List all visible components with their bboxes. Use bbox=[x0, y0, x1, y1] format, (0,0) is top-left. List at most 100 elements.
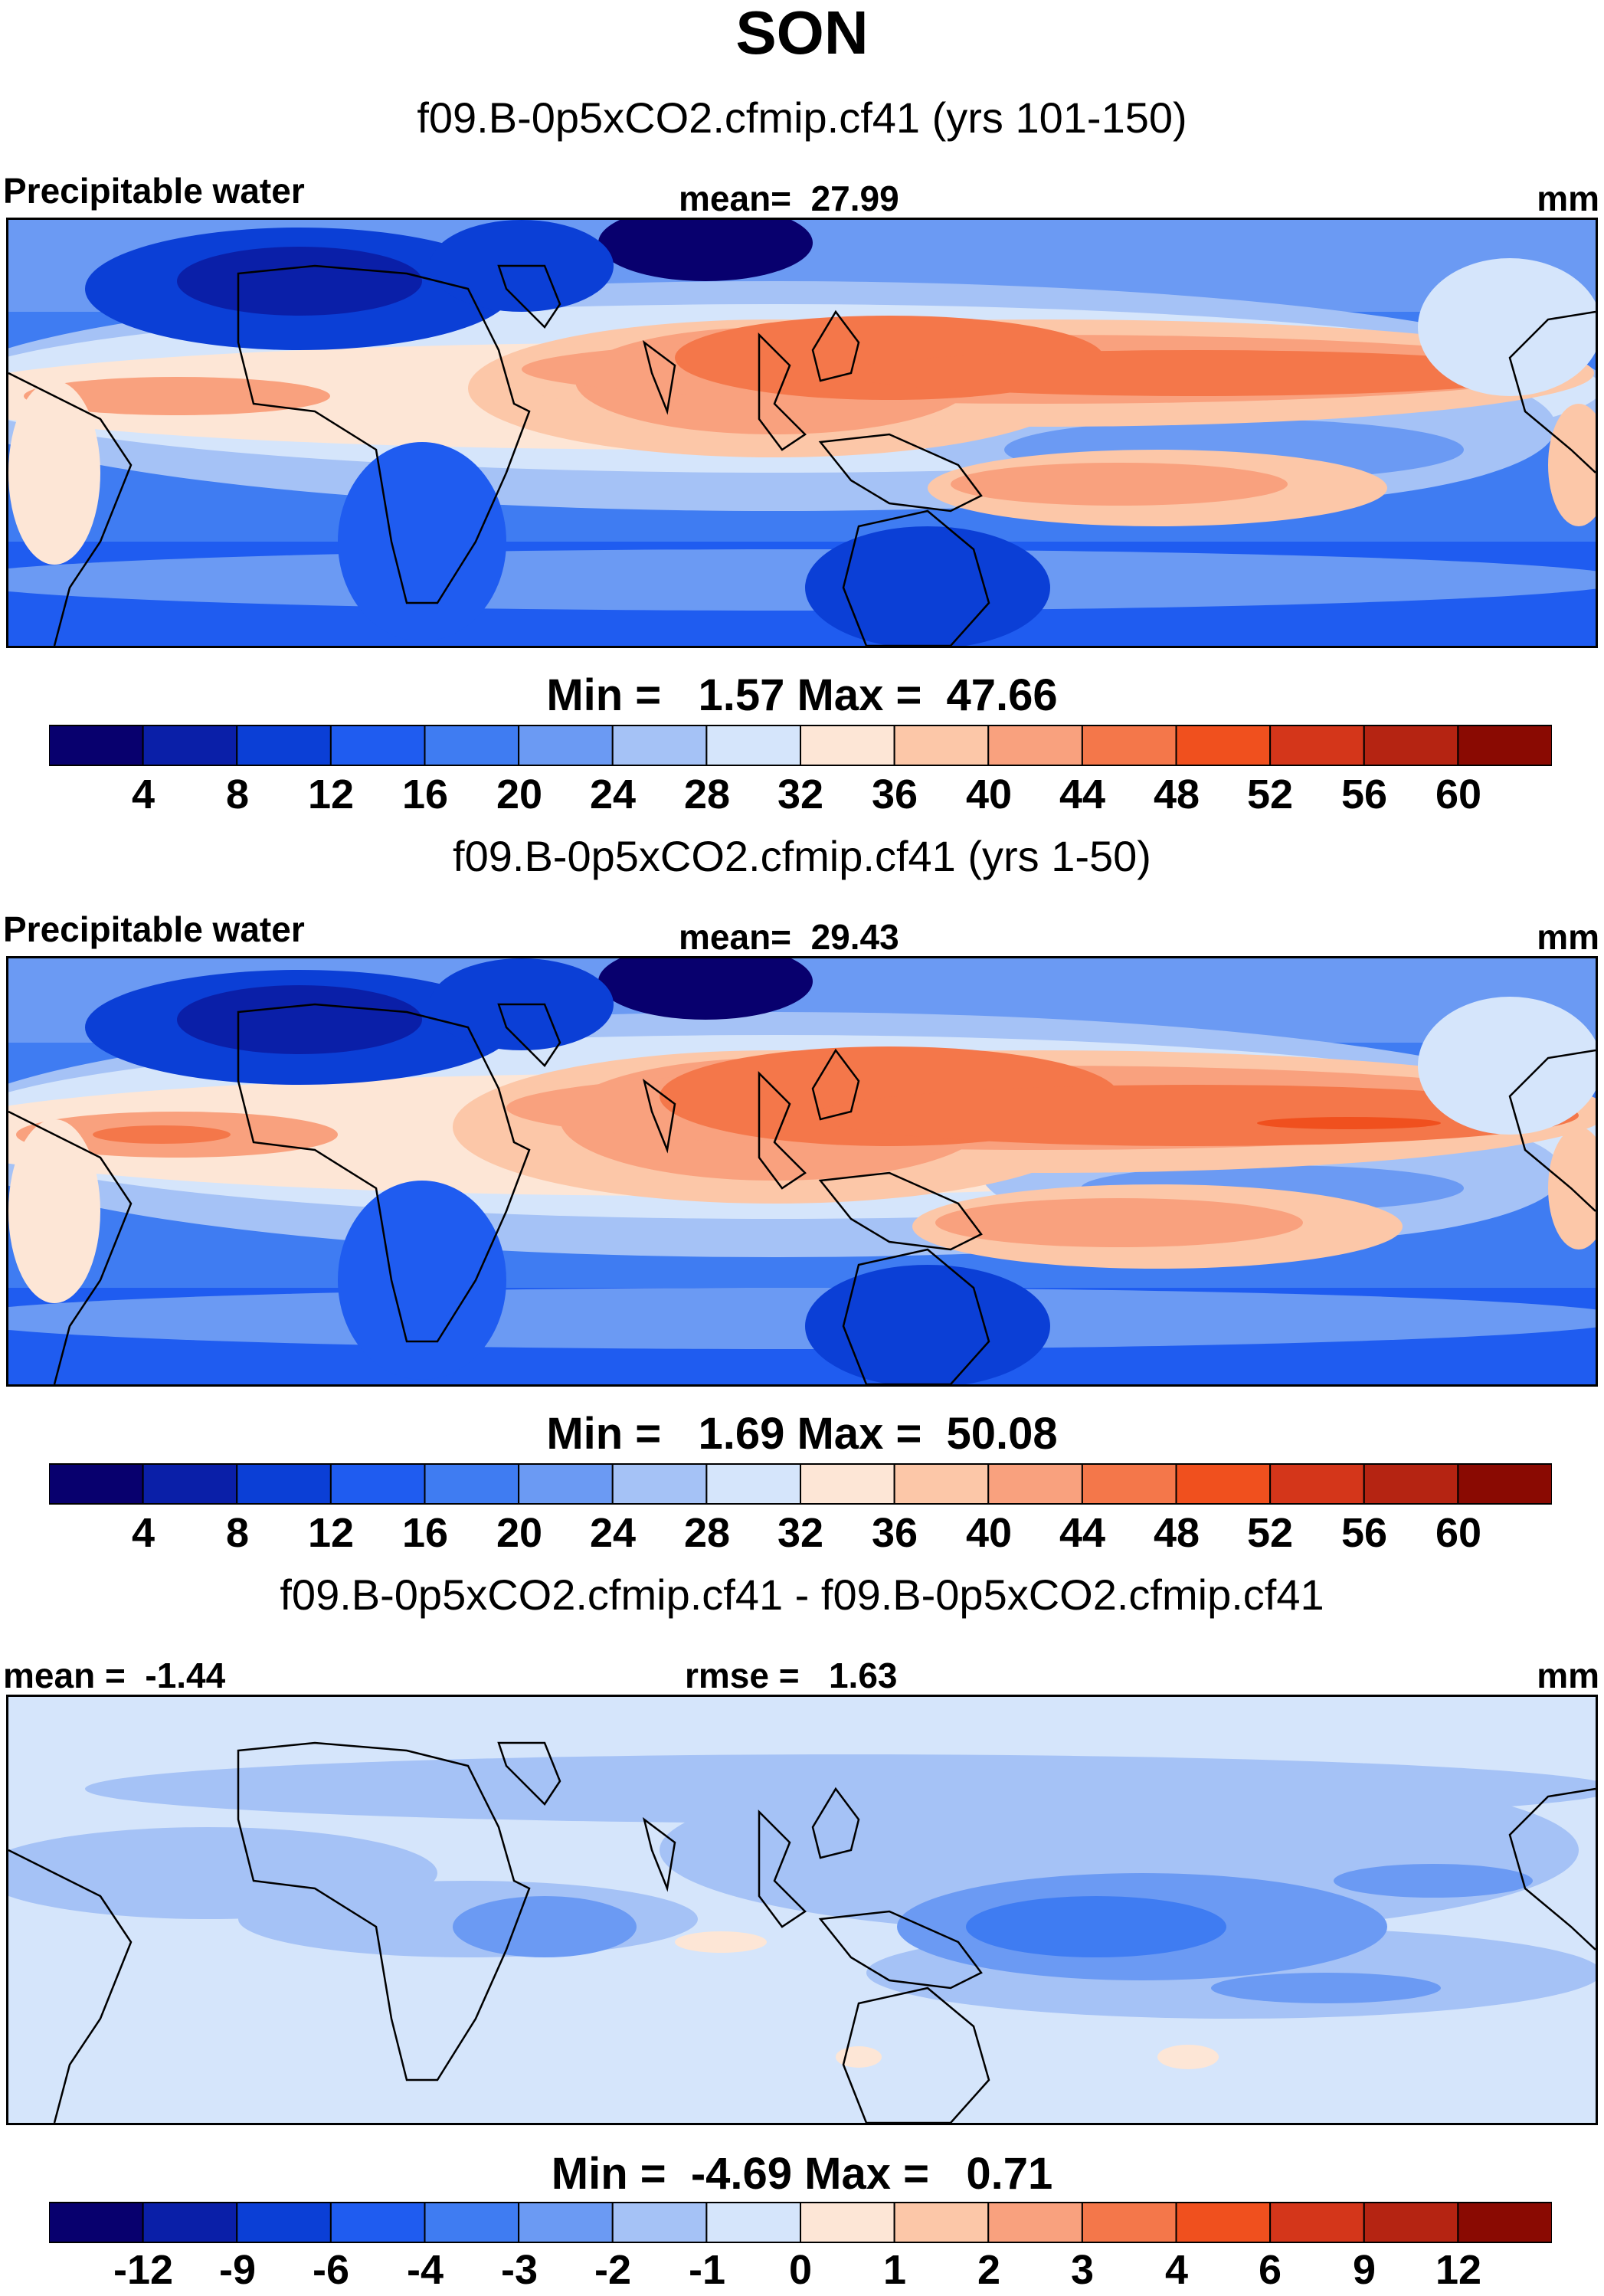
panel3-tick: -9 bbox=[218, 2247, 256, 2293]
panel1-tick: 4 bbox=[131, 771, 155, 817]
colorbar-swatch bbox=[1363, 1463, 1459, 1505]
panel2-minmax: Min = 1.69 Max = 50.08 bbox=[546, 1409, 1058, 1459]
colorbar-swatch bbox=[1175, 2202, 1272, 2243]
panel1-tick: 28 bbox=[683, 771, 731, 817]
panel2-mean-label: mean= 29.43 bbox=[679, 917, 899, 957]
colorbar-swatch bbox=[236, 725, 332, 766]
colorbar-swatch bbox=[1269, 725, 1365, 766]
panel2-tick: 52 bbox=[1246, 1510, 1294, 1556]
panel3-map-field bbox=[8, 1697, 1596, 2123]
panel3-colorbar bbox=[49, 2202, 1552, 2243]
colorbar-swatch bbox=[424, 2202, 520, 2243]
panel3-colorbar-swatches bbox=[49, 2202, 1552, 2243]
panel2-tick: 28 bbox=[683, 1510, 731, 1556]
colorbar-swatch bbox=[611, 2202, 708, 2243]
panel2-tick: 56 bbox=[1340, 1510, 1388, 1556]
colorbar-swatch bbox=[49, 2202, 144, 2243]
colorbar-swatch bbox=[142, 1463, 238, 1505]
panel2-tick: 40 bbox=[965, 1510, 1013, 1556]
panel2-colorbar bbox=[49, 1463, 1552, 1505]
panel3-map bbox=[6, 1695, 1598, 2125]
panel2-tick: 32 bbox=[777, 1510, 824, 1556]
panel3-tick: -4 bbox=[406, 2247, 444, 2293]
panel2-tick: 8 bbox=[225, 1510, 250, 1556]
colorbar-swatch bbox=[236, 2202, 332, 2243]
colorbar-swatch bbox=[1457, 2202, 1552, 2243]
colorbar-swatch bbox=[1457, 725, 1552, 766]
panel1-tick: 56 bbox=[1340, 771, 1388, 817]
colorbar-swatch bbox=[705, 1463, 802, 1505]
panel1-case-title: f09.B-0p5xCO2.cfmip.cf41 (yrs 101-150) bbox=[417, 93, 1187, 142]
panel1-tick: 8 bbox=[225, 771, 250, 817]
colorbar-swatch bbox=[518, 725, 614, 766]
figure-title: SON bbox=[735, 0, 869, 67]
colorbar-swatch bbox=[800, 725, 895, 766]
panel2-map bbox=[6, 956, 1598, 1387]
colorbar-swatch bbox=[49, 725, 144, 766]
colorbar-swatch bbox=[1363, 2202, 1459, 2243]
colorbar-swatch bbox=[1175, 1463, 1272, 1505]
colorbar-swatch bbox=[1363, 725, 1459, 766]
panel3-tick: -12 bbox=[113, 2247, 174, 2293]
panel2-variable-label: Precipitable water bbox=[3, 909, 305, 949]
panel2-tick: 12 bbox=[307, 1510, 355, 1556]
panel1-tick: 16 bbox=[401, 771, 449, 817]
panel3-tick: 3 bbox=[1070, 2247, 1095, 2293]
colorbar-swatch bbox=[1269, 2202, 1365, 2243]
panel1-variable-label: Precipitable water bbox=[3, 171, 305, 211]
panel1-colorbar-swatches bbox=[49, 725, 1552, 766]
colorbar-swatch bbox=[142, 2202, 238, 2243]
colorbar-swatch bbox=[142, 725, 238, 766]
colorbar-swatch bbox=[611, 725, 708, 766]
colorbar-swatch bbox=[800, 2202, 895, 2243]
colorbar-swatch bbox=[518, 1463, 614, 1505]
panel1-mean-label: mean= 27.99 bbox=[679, 179, 899, 218]
panel3-tick: 0 bbox=[788, 2247, 813, 2293]
colorbar-swatch bbox=[987, 2202, 1083, 2243]
panel3-tick: -1 bbox=[688, 2247, 725, 2293]
colorbar-swatch bbox=[1081, 2202, 1177, 2243]
colorbar-swatch bbox=[236, 1463, 332, 1505]
panel1-minmax: Min = 1.57 Max = 47.66 bbox=[546, 670, 1058, 720]
panel3-rmse-label: rmse = 1.63 bbox=[685, 1656, 898, 1695]
panel3-tick: 12 bbox=[1435, 2247, 1482, 2293]
colorbar-swatch bbox=[893, 2202, 990, 2243]
panel2-tick: 4 bbox=[131, 1510, 155, 1556]
colorbar-swatch bbox=[705, 2202, 802, 2243]
colorbar-swatch bbox=[611, 1463, 708, 1505]
panel1-tick: 24 bbox=[589, 771, 637, 817]
panel1-tick: 60 bbox=[1435, 771, 1482, 817]
colorbar-swatch bbox=[329, 725, 426, 766]
panel2-colorbar-swatches bbox=[49, 1463, 1552, 1505]
colorbar-swatch bbox=[424, 1463, 520, 1505]
panel3-minmax: Min = -4.69 Max = 0.71 bbox=[551, 2149, 1053, 2199]
panel2-tick: 44 bbox=[1059, 1510, 1106, 1556]
panel3-mean-label: mean = -1.44 bbox=[3, 1656, 226, 1695]
colorbar-swatch bbox=[49, 1463, 144, 1505]
colorbar-swatch bbox=[1081, 725, 1177, 766]
panel1-units-label: mm bbox=[1537, 179, 1599, 218]
panel2-tick: 24 bbox=[589, 1510, 637, 1556]
panel3-tick: 6 bbox=[1258, 2247, 1282, 2293]
colorbar-swatch bbox=[329, 2202, 426, 2243]
panel2-tick: 60 bbox=[1435, 1510, 1482, 1556]
colorbar-swatch bbox=[1081, 1463, 1177, 1505]
colorbar-swatch bbox=[987, 1463, 1083, 1505]
panel1-colorbar bbox=[49, 725, 1552, 766]
panel2-tick: 48 bbox=[1153, 1510, 1200, 1556]
panel3-tick: -2 bbox=[594, 2247, 631, 2293]
colorbar-swatch bbox=[1175, 725, 1272, 766]
panel1-tick: 32 bbox=[777, 771, 824, 817]
panel2-case-title: f09.B-0p5xCO2.cfmip.cf41 (yrs 1-50) bbox=[453, 832, 1151, 880]
panel3-tick: -6 bbox=[312, 2247, 349, 2293]
panel1-tick: 44 bbox=[1059, 771, 1106, 817]
panel2-units-label: mm bbox=[1537, 917, 1599, 957]
panel1-tick: 48 bbox=[1153, 771, 1200, 817]
panel2-map-field bbox=[8, 958, 1596, 1384]
colorbar-swatch bbox=[893, 1463, 990, 1505]
panel3-tick: 1 bbox=[882, 2247, 907, 2293]
panel1-tick: 20 bbox=[496, 771, 543, 817]
panel3-case-title: f09.B-0p5xCO2.cfmip.cf41 - f09.B-0p5xCO2… bbox=[280, 1571, 1324, 1619]
panel1-tick: 40 bbox=[965, 771, 1013, 817]
panel1-tick: 52 bbox=[1246, 771, 1294, 817]
